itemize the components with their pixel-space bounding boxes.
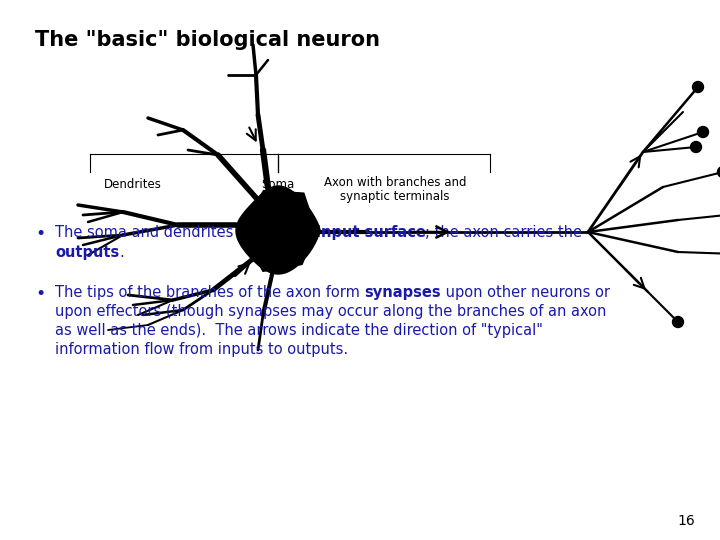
- Polygon shape: [240, 191, 316, 271]
- Circle shape: [690, 141, 701, 152]
- Text: 16: 16: [678, 514, 695, 528]
- Text: as well as the ends).  The arrows indicate the direction of "typical": as well as the ends). The arrows indicat…: [55, 323, 543, 338]
- Text: The soma and dendrites act as the: The soma and dendrites act as the: [55, 225, 315, 240]
- Text: outputs: outputs: [55, 245, 120, 260]
- Circle shape: [698, 126, 708, 138]
- Text: Dendrites: Dendrites: [104, 178, 162, 191]
- Text: .: .: [120, 245, 124, 260]
- Text: synaptic terminals: synaptic terminals: [341, 190, 450, 203]
- Text: Axon with branches and: Axon with branches and: [324, 176, 467, 189]
- Circle shape: [672, 316, 683, 327]
- Circle shape: [718, 166, 720, 178]
- Text: •: •: [35, 225, 45, 243]
- Text: synapses: synapses: [364, 285, 441, 300]
- Text: upon other neurons or: upon other neurons or: [441, 285, 610, 300]
- Text: Soma: Soma: [261, 178, 294, 191]
- Polygon shape: [236, 186, 320, 274]
- Text: •: •: [35, 285, 45, 303]
- Text: ; the axon carries the: ; the axon carries the: [426, 225, 582, 240]
- Text: information flow from inputs to outputs.: information flow from inputs to outputs.: [55, 342, 348, 357]
- Text: input surface: input surface: [315, 225, 426, 240]
- Text: The tips of the branches of the axon form: The tips of the branches of the axon for…: [55, 285, 364, 300]
- Text: The "basic" biological neuron: The "basic" biological neuron: [35, 30, 380, 50]
- Text: upon effectors (though synapses may occur along the branches of an axon: upon effectors (though synapses may occu…: [55, 304, 606, 319]
- Circle shape: [693, 82, 703, 92]
